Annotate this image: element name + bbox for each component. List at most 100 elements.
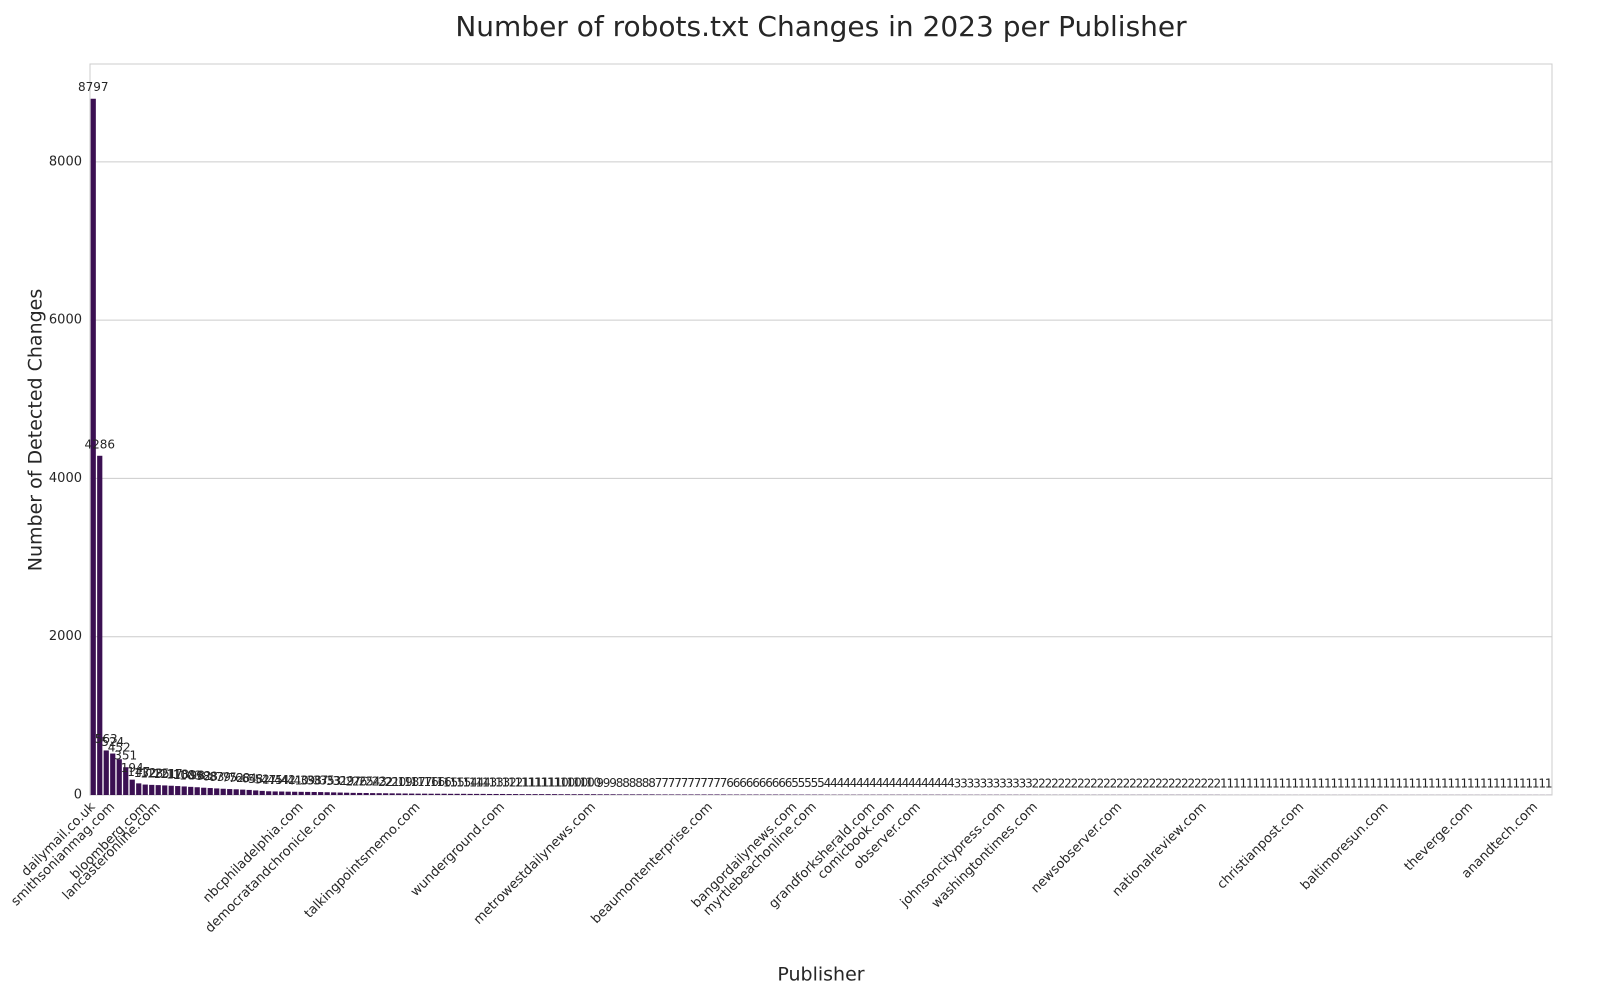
bar	[448, 793, 454, 795]
bar	[207, 788, 213, 795]
bar	[259, 790, 265, 795]
value-label: 31	[333, 774, 348, 788]
value-label: 6	[765, 776, 773, 790]
bar	[577, 794, 584, 795]
value-label: 1	[1486, 776, 1494, 790]
bar	[272, 791, 278, 795]
value-label: 3	[999, 776, 1007, 790]
value-label: 64	[242, 771, 257, 785]
x-tick-label: theverge.com	[1402, 800, 1476, 874]
value-label: 4	[869, 776, 877, 790]
value-label: 132	[134, 766, 157, 780]
value-label: 1	[1318, 776, 1326, 790]
value-label: 1	[1343, 776, 1351, 790]
bar	[285, 791, 291, 795]
value-label: 20	[391, 775, 406, 789]
bar	[129, 779, 135, 795]
value-label: 3	[1025, 776, 1033, 790]
bar	[616, 794, 623, 795]
value-label: 1	[1311, 776, 1319, 790]
value-label: 5	[817, 776, 825, 790]
value-label: 11	[540, 776, 555, 790]
bar	[357, 792, 363, 795]
bar	[162, 785, 168, 795]
value-label: 7	[700, 776, 708, 790]
value-label: 2	[1207, 776, 1215, 790]
value-label: 2	[1149, 776, 1157, 790]
value-label: 1	[1519, 776, 1527, 790]
value-label: 38	[307, 773, 322, 787]
value-label: 6	[759, 776, 767, 790]
bar	[513, 794, 519, 795]
value-label: 1	[1473, 776, 1481, 790]
value-label: 1	[1395, 776, 1403, 790]
value-label: 13	[482, 775, 497, 789]
bar	[506, 794, 512, 795]
bar	[194, 787, 200, 795]
value-label: 13	[495, 775, 510, 789]
bar	[116, 759, 122, 795]
value-label: 22	[378, 775, 393, 789]
value-label: 58	[248, 772, 263, 786]
bar	[707, 794, 714, 795]
value-label: 7	[694, 776, 702, 790]
bar	[240, 789, 246, 795]
value-label: 3	[954, 776, 962, 790]
bar	[655, 794, 662, 795]
value-label: 147	[127, 765, 150, 779]
bar	[461, 793, 467, 795]
bar	[350, 792, 356, 795]
value-label: 41	[287, 773, 302, 787]
bar	[409, 793, 415, 795]
value-label: 2	[1064, 776, 1072, 790]
value-label: 11	[521, 776, 536, 790]
value-label: 29	[339, 774, 354, 788]
value-label: 14	[475, 775, 490, 789]
value-label: 1	[1259, 776, 1267, 790]
value-label: 1	[1279, 776, 1287, 790]
plot-frame	[89, 63, 1553, 796]
bar	[188, 786, 194, 795]
value-label: 1	[1545, 776, 1553, 790]
value-label: 40	[294, 773, 309, 787]
bar	[487, 793, 493, 795]
value-label: 2	[1032, 776, 1040, 790]
value-label: 1	[1421, 776, 1429, 790]
value-label: 1	[1253, 776, 1261, 790]
value-label: 4	[830, 776, 838, 790]
value-label: 7	[681, 776, 689, 790]
value-label: 3	[973, 776, 981, 790]
value-label: 9	[609, 776, 617, 790]
bar	[532, 794, 538, 795]
value-label: 1	[1337, 776, 1345, 790]
value-label: 2	[1175, 776, 1183, 790]
bar	[551, 794, 558, 795]
value-label: 8	[629, 776, 637, 790]
value-label: 1	[1369, 776, 1377, 790]
value-label: 3	[1006, 776, 1014, 790]
value-label: 7	[655, 776, 663, 790]
value-label: 9	[603, 776, 611, 790]
value-label: 563	[95, 732, 118, 746]
value-label: 7	[713, 776, 721, 790]
value-label: 23	[372, 775, 387, 789]
value-label: 4	[941, 776, 949, 790]
value-label: 351	[114, 749, 137, 763]
value-label: 4	[882, 776, 890, 790]
value-label: 8797	[78, 80, 109, 94]
value-label: 3	[986, 776, 994, 790]
bar	[662, 794, 668, 795]
bar	[590, 794, 597, 795]
value-label: 1	[1363, 776, 1371, 790]
value-label: 1	[1266, 776, 1274, 790]
value-label: 92	[196, 769, 211, 783]
value-label: 35	[320, 774, 335, 788]
y-tick-label: 2000	[49, 629, 82, 644]
value-label: 1	[1454, 776, 1462, 790]
value-label: 2	[1201, 776, 1209, 790]
value-label: 12	[501, 776, 516, 790]
value-label: 2	[1142, 776, 1150, 790]
value-label: 108	[173, 768, 196, 782]
value-label: 5	[798, 776, 806, 790]
